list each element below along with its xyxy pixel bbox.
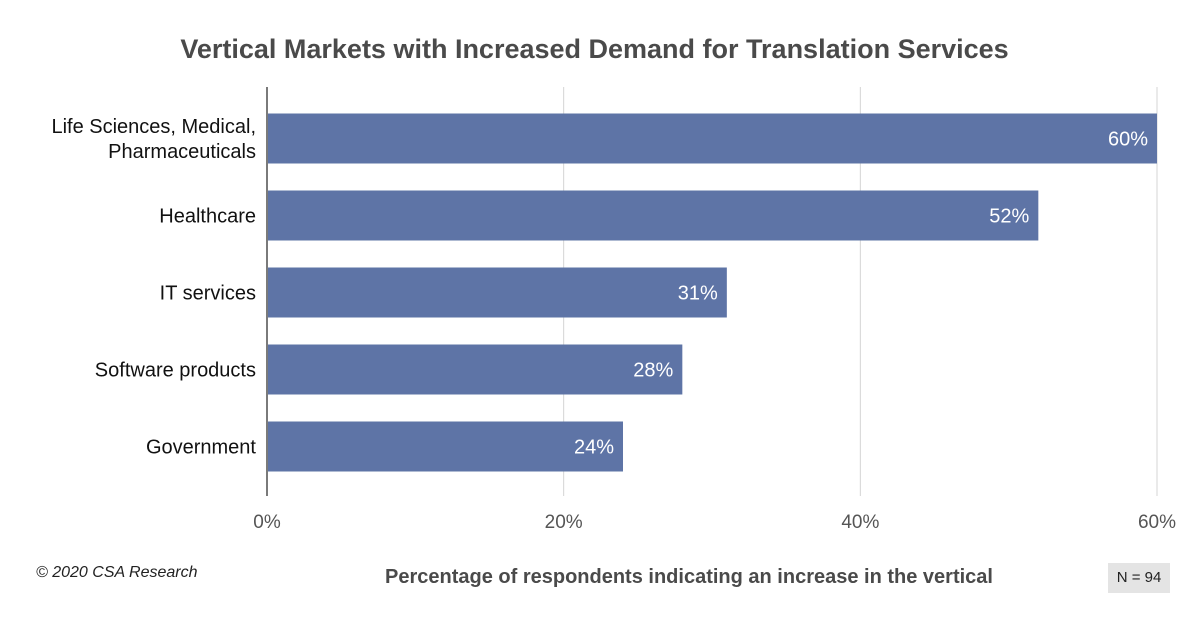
bar-5	[268, 421, 623, 472]
category-label-4: Software products	[95, 360, 256, 382]
category-label-5: Government	[146, 437, 256, 459]
sample-size-badge: N = 94	[1108, 563, 1170, 593]
bar-value-label-4: 28%	[633, 360, 673, 382]
bar-value-label-3: 31%	[678, 283, 718, 305]
x-axis-label: Percentage of respondents indicating an …	[385, 566, 993, 588]
bar-2	[268, 190, 1039, 241]
bar-1	[268, 113, 1157, 164]
bar-3	[268, 267, 727, 318]
bar-4	[268, 344, 683, 395]
x-tick-label-3: 60%	[1138, 512, 1176, 533]
x-tick-label-2: 40%	[841, 512, 879, 533]
bar-value-label-5: 24%	[574, 437, 614, 459]
x-tick-label-0: 0%	[253, 512, 281, 533]
bar-value-label-2: 52%	[989, 206, 1029, 228]
category-label-3: IT services	[160, 283, 256, 305]
category-label-2: Healthcare	[159, 206, 256, 228]
chart-title: Vertical Markets with Increased Demand f…	[180, 34, 1009, 64]
bar-value-label-1: 60%	[1108, 129, 1148, 151]
copyright-notice: © 2020 CSA Research	[36, 564, 198, 581]
x-tick-label-1: 20%	[545, 512, 583, 533]
category-label-1-line-1: Life Sciences, Medical,	[51, 116, 256, 138]
category-label-1-line-2: Pharmaceuticals	[108, 141, 256, 163]
